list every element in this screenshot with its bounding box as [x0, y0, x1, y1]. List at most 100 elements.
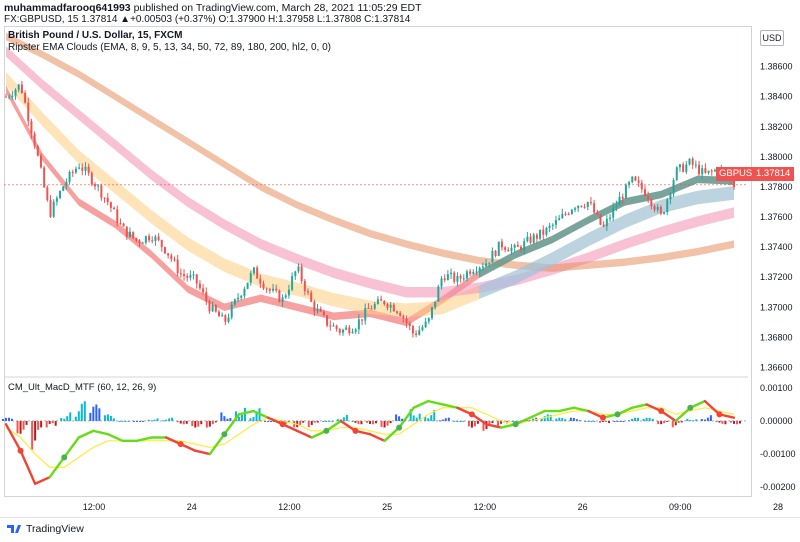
- candle-body: [287, 289, 290, 296]
- macd-histogram-bar: [208, 420, 211, 427]
- macd-histogram-bar: [433, 410, 436, 421]
- candle-body: [456, 275, 459, 282]
- macd-histogram-bar: [430, 415, 433, 421]
- macd-histogram-bar: [593, 420, 596, 422]
- macd-histogram-bar: [386, 420, 389, 426]
- macd-histogram-bar: [243, 407, 246, 421]
- macd-histogram-bar: [718, 420, 721, 423]
- footer: [0, 517, 800, 542]
- candle-body: [310, 292, 313, 302]
- candle-body: [348, 327, 351, 334]
- macd-histogram-bar: [284, 420, 287, 425]
- macd-histogram-bar: [715, 420, 718, 422]
- candle-body: [243, 288, 246, 296]
- currency-label[interactable]: USD: [760, 30, 784, 46]
- time-tick-label: 12:00: [474, 502, 497, 512]
- candle-body: [682, 164, 685, 172]
- candle-body: [554, 220, 557, 225]
- macd-line-segment: [223, 413, 241, 436]
- macd-histogram-bar: [418, 413, 421, 421]
- price-tick-label: 1.38000: [760, 152, 793, 162]
- candle-body: [396, 311, 399, 313]
- price-tick-label: 1.37200: [760, 272, 793, 282]
- macd-histogram-bar: [299, 420, 302, 425]
- candle-body: [354, 329, 357, 332]
- candle-body: [284, 295, 287, 298]
- candle-body: [650, 199, 653, 206]
- candle-body: [357, 319, 360, 330]
- macd-histogram-bar: [336, 419, 339, 421]
- candle-body: [618, 196, 621, 206]
- macd-histogram-bar: [66, 416, 69, 421]
- candle-body: [262, 283, 265, 289]
- macd-histogram-bar: [453, 420, 456, 422]
- macd-histogram-bar: [252, 417, 255, 421]
- macd-histogram-bar: [95, 404, 98, 421]
- macd-histogram-bar: [165, 419, 168, 421]
- macd-histogram-bar: [739, 420, 741, 424]
- candle-body: [707, 170, 710, 173]
- candle-body: [510, 247, 513, 252]
- publisher-name: muhammadfarooq641993: [4, 2, 131, 14]
- candle-body: [380, 299, 383, 301]
- candle-body: [170, 255, 173, 260]
- price-tick-label: 1.36800: [760, 332, 793, 342]
- candle-body: [637, 180, 640, 183]
- candle-body: [453, 272, 456, 282]
- candle-body: [516, 244, 519, 247]
- candle-body: [341, 329, 344, 333]
- candle-body: [615, 205, 618, 208]
- time-tick-label: 12:00: [278, 502, 301, 512]
- candle-body: [545, 227, 548, 235]
- tradingview-logo[interactable]: TradingView: [6, 523, 84, 535]
- candle-body: [539, 229, 542, 239]
- macd-histogram-bar: [34, 420, 37, 441]
- macd-histogram-bar: [153, 419, 156, 421]
- candle-body: [685, 164, 688, 172]
- candle-body: [659, 207, 662, 214]
- candle-body: [634, 176, 637, 181]
- macd-histogram-bar: [572, 418, 575, 421]
- candle-body: [678, 164, 681, 168]
- candle-body: [106, 197, 109, 203]
- macd-histogram-bar: [648, 417, 651, 421]
- macd-histogram-bar: [226, 418, 229, 421]
- macd-histogram-bar: [564, 419, 567, 421]
- candle-body: [198, 283, 201, 289]
- macd-histogram-bar: [197, 420, 200, 427]
- macd-histogram-bar: [133, 420, 136, 422]
- macd-histogram-bar: [724, 420, 727, 425]
- macd-histogram-bar: [628, 420, 631, 422]
- macd-cross-dot: [468, 411, 475, 418]
- candle-body: [376, 299, 379, 304]
- candle-body: [221, 315, 224, 317]
- ema-clouds-legend: Ripster EMA Clouds (EMA, 8, 9, 5, 13, 34…: [8, 42, 331, 53]
- macd-histogram-bar: [607, 420, 610, 423]
- candle-body: [500, 241, 503, 248]
- candle-body: [97, 185, 100, 187]
- candle-body: [125, 226, 128, 238]
- candle-body: [173, 259, 176, 261]
- macd-line-segment: [135, 436, 153, 443]
- macd-histogram-bar: [578, 420, 581, 422]
- candle-body: [507, 249, 510, 252]
- macd-histogram-bar: [171, 417, 174, 421]
- candle-body: [303, 280, 306, 292]
- macd-histogram-bar: [631, 418, 634, 421]
- time-tick-label: 12:00: [83, 502, 106, 512]
- candle-body: [39, 155, 42, 168]
- macd-histogram-bar: [11, 418, 13, 421]
- candle-body: [109, 202, 112, 208]
- macd-line-segment: [572, 406, 590, 413]
- candle-body: [179, 273, 182, 275]
- candle-body: [688, 158, 691, 165]
- macd-histogram-bar: [456, 420, 459, 422]
- macd-histogram-bar: [444, 418, 447, 421]
- candle-body: [418, 330, 421, 335]
- macd-histogram-bar: [106, 414, 109, 421]
- macd-histogram-bar: [555, 418, 558, 421]
- candle-body: [33, 133, 36, 146]
- macd-histogram-bar: [558, 417, 561, 421]
- macd-histogram-bar: [366, 420, 368, 423]
